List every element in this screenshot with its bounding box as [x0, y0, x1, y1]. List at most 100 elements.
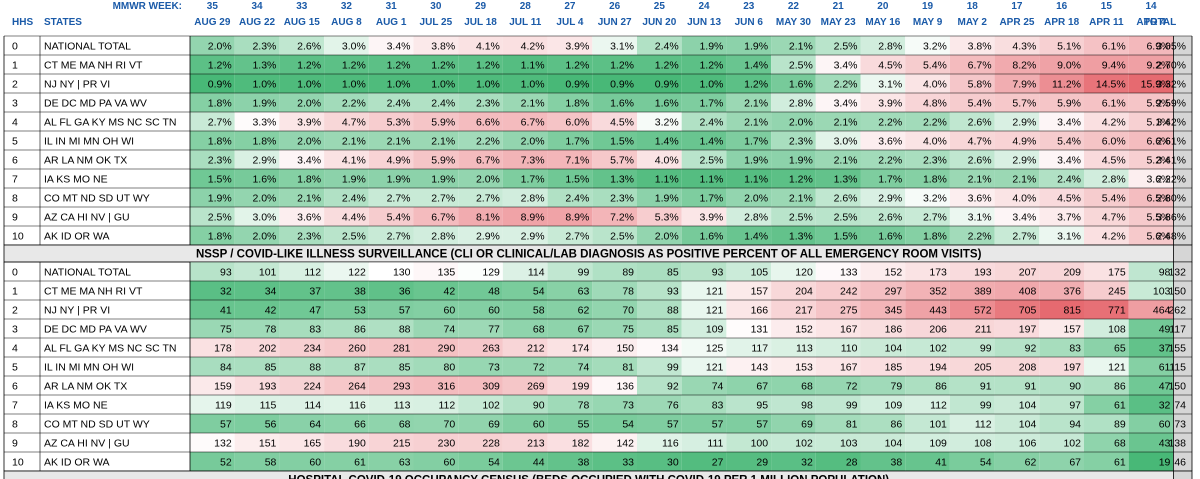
- cell-value: 2.4%: [431, 98, 455, 110]
- heat-cell: [949, 452, 995, 471]
- heat-cell: [1084, 338, 1129, 357]
- cell-value: 85: [667, 324, 679, 336]
- cell-value: 2.1%: [297, 193, 321, 205]
- heat-cell: [234, 131, 280, 150]
- hhs-region-number: 1: [12, 286, 18, 298]
- cell-value: 131: [751, 324, 769, 336]
- heat-cell: [324, 36, 369, 55]
- cell-value: 89: [1114, 419, 1126, 431]
- heat-cell: [547, 131, 593, 150]
- week-date: AUG 1: [376, 17, 407, 28]
- heat-cell: [815, 150, 861, 169]
- cell-value: 112: [975, 419, 992, 431]
- states-label: AR LA NM OK TX: [44, 381, 127, 393]
- cell-value: 47: [309, 305, 321, 317]
- heat-cell: [681, 395, 727, 414]
- heat-cell: [1128, 376, 1174, 395]
- cell-value: 5.9%: [1146, 98, 1170, 110]
- heat-cell: [1128, 338, 1174, 357]
- cell-value: 2.8%: [744, 212, 768, 224]
- heat-cell: [592, 395, 637, 414]
- heat-cell: [771, 262, 816, 281]
- week-date: APR 11: [1089, 17, 1124, 28]
- heat-cell: [726, 395, 772, 414]
- heat-cell: [771, 433, 816, 452]
- heat-cell: [458, 93, 503, 112]
- week-number: 23: [743, 1, 755, 12]
- heat-cell: [1128, 395, 1174, 414]
- cell-value: 1.6%: [655, 98, 679, 110]
- total-value: 117: [1169, 324, 1186, 336]
- hhs-region-number: 6: [12, 155, 18, 167]
- cell-value: 41: [220, 305, 232, 317]
- heat-cell: [771, 131, 816, 150]
- week-date: MAY 30: [776, 17, 811, 28]
- cell-value: 166: [751, 305, 769, 317]
- heat-cell: [458, 188, 503, 207]
- cell-value: 2.9%: [252, 155, 276, 167]
- heat-cell: [994, 93, 1040, 112]
- cell-value: 49: [1159, 324, 1171, 336]
- cell-value: 275: [840, 305, 858, 317]
- cell-value: 78: [622, 286, 634, 298]
- cell-value: 2.9%: [878, 193, 902, 205]
- week-number: 33: [296, 1, 308, 12]
- heat-cell: [637, 319, 682, 338]
- cell-value: 74: [712, 381, 724, 393]
- heat-cell: [502, 226, 548, 245]
- heat-cell: [905, 93, 950, 112]
- cell-value: 4.0%: [923, 136, 947, 148]
- heat-cell: [324, 226, 369, 245]
- cell-value: 217: [795, 305, 813, 317]
- heat-cell: [681, 188, 727, 207]
- heat-cell: [1128, 433, 1174, 452]
- heat-cell: [368, 226, 414, 245]
- heat-cell: [324, 207, 369, 226]
- cell-value: 3.6%: [878, 136, 902, 148]
- heat-cell: [324, 150, 369, 169]
- heat-cell: [324, 281, 369, 300]
- cell-value: 178: [214, 343, 232, 355]
- cell-value: 2.9%: [521, 231, 545, 243]
- heat-cell: [1128, 74, 1174, 93]
- table-row: 3 DE DC MD PA VA WV 1.8% 1.9% 2.0% 2.2% 2.4% 2.…: [12, 93, 1192, 112]
- total-value: 138: [1168, 438, 1186, 450]
- cell-value: 2.0%: [789, 117, 813, 129]
- cell-value: 1.2%: [431, 60, 455, 72]
- cell-value: 2.5%: [834, 41, 858, 53]
- states-label: AR LA NM OK TX: [44, 155, 127, 167]
- cell-value: 443: [929, 305, 947, 317]
- cell-value: 0.9%: [655, 79, 679, 91]
- cell-value: 5.6%: [1146, 231, 1170, 243]
- heat-cell: [637, 112, 682, 131]
- cell-value: 290: [438, 343, 456, 355]
- heat-cell: [949, 300, 995, 319]
- cell-value: 78: [265, 324, 277, 336]
- heat-cell: [502, 414, 548, 433]
- cell-value: 7.3%: [521, 155, 545, 167]
- cell-value: 213: [527, 438, 545, 450]
- heat-cell: [726, 262, 772, 281]
- week-number: 26: [609, 1, 621, 12]
- cell-value: 143: [751, 362, 769, 374]
- cell-value: 1.3%: [789, 231, 813, 243]
- total-value: 3.86%: [1156, 212, 1186, 224]
- states-label: IA KS MO NE: [44, 174, 108, 186]
- cell-value: 2.9%: [1012, 117, 1036, 129]
- cell-value: 4.8%: [923, 98, 947, 110]
- cell-value: 108: [1108, 324, 1126, 336]
- heat-cell: [1039, 188, 1084, 207]
- heat-cell: [279, 36, 325, 55]
- heat-cell: [502, 433, 548, 452]
- total-cell: [1173, 357, 1192, 376]
- total-cell: [1173, 433, 1192, 452]
- cell-value: 5.4%: [387, 212, 411, 224]
- cell-value: 91: [1025, 381, 1037, 393]
- heat-cell: [860, 207, 906, 226]
- heat-cell: [368, 93, 414, 112]
- cell-value: 86: [354, 324, 366, 336]
- cell-value: 2.5%: [789, 60, 813, 72]
- week-date: JUL 11: [509, 17, 541, 28]
- cell-value: 1.2%: [789, 174, 813, 186]
